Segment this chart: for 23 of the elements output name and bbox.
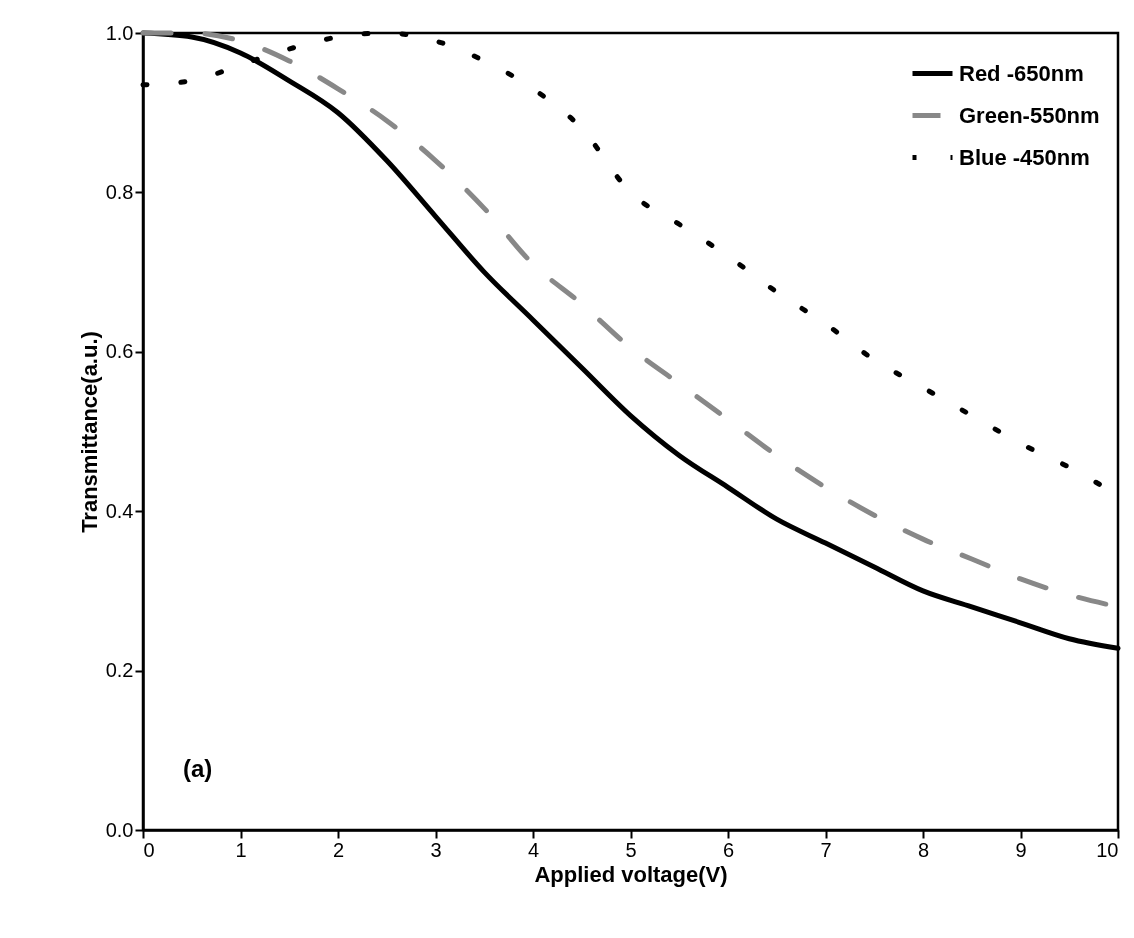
y-axis-title: Transmittance(a.u.) <box>76 331 102 533</box>
x-tick-label: 3 <box>430 838 442 861</box>
x-tick-label: 0 <box>143 838 155 861</box>
y-tick-label: 0.2 <box>105 659 134 682</box>
y-tick-label: 0.4 <box>105 499 134 522</box>
y-tick-label: 1.0 <box>105 21 134 44</box>
x-tick-label: 10 <box>1096 838 1119 861</box>
y-tick-label: 0.6 <box>105 340 134 363</box>
legend-label: Blue -450nm <box>959 144 1090 170</box>
x-tick-label: 1 <box>235 838 247 861</box>
x-tick-label: 6 <box>722 838 735 861</box>
x-tick-label: 4 <box>527 838 540 861</box>
y-tick-label: 0.8 <box>105 180 134 203</box>
x-tick-label: 8 <box>917 838 930 861</box>
legend-label: Red -650nm <box>959 60 1084 86</box>
annotation: (a) <box>183 755 213 782</box>
x-tick-label: 7 <box>820 838 832 861</box>
x-tick-label: 2 <box>332 838 345 861</box>
x-tick-label: 5 <box>625 838 637 861</box>
x-axis-title: Applied voltage(V) <box>534 861 728 887</box>
x-tick-label: 9 <box>1015 838 1027 861</box>
y-tick-label: 0.0 <box>105 818 134 841</box>
legend-label: Green-550nm <box>959 102 1100 128</box>
